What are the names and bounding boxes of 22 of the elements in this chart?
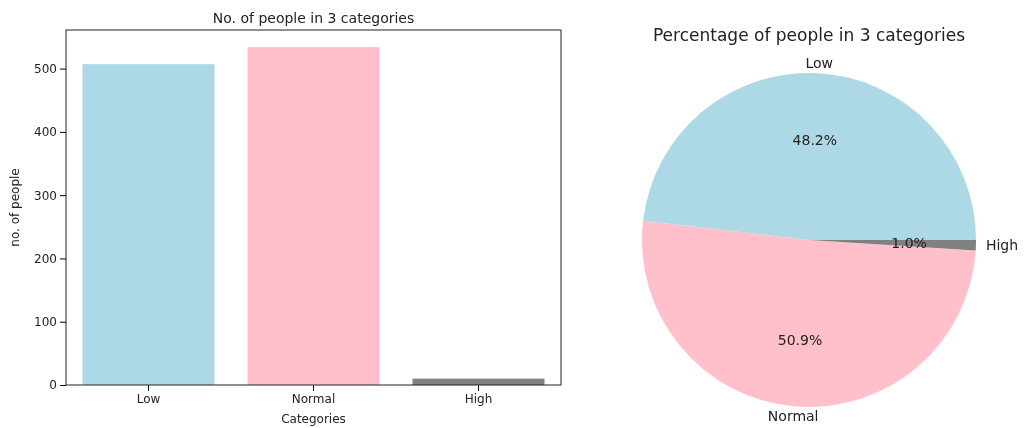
y-tick-label: 100: [34, 315, 57, 330]
bar: [82, 64, 215, 385]
data-label: 50.9%: [777, 331, 823, 348]
slice-label: High: [985, 237, 1019, 254]
bar: [247, 47, 380, 385]
chart-title: No. of people in 3 categories: [212, 10, 415, 26]
x-axis-title: Categories: [281, 412, 346, 426]
x-tick-label: High: [464, 391, 493, 406]
y-tick-label: 200: [34, 251, 57, 266]
slice-label: Normal: [767, 408, 819, 425]
y-tick-label: 300: [34, 188, 57, 203]
chart-title: Percentage of people in 3 categories: [652, 25, 966, 45]
pie-slice: [643, 73, 976, 240]
data-label: 48.2%: [792, 131, 838, 148]
y-tick-label: 400: [34, 125, 57, 140]
slice-label: Low: [805, 55, 834, 72]
x-tick-label: Low: [136, 391, 161, 406]
y-tick-label: 0: [49, 378, 57, 393]
x-tick-label: Normal: [291, 391, 336, 406]
y-axis-title: no. of people: [8, 168, 22, 247]
pie-slice: [642, 220, 976, 407]
y-tick-label: 500: [34, 61, 57, 76]
